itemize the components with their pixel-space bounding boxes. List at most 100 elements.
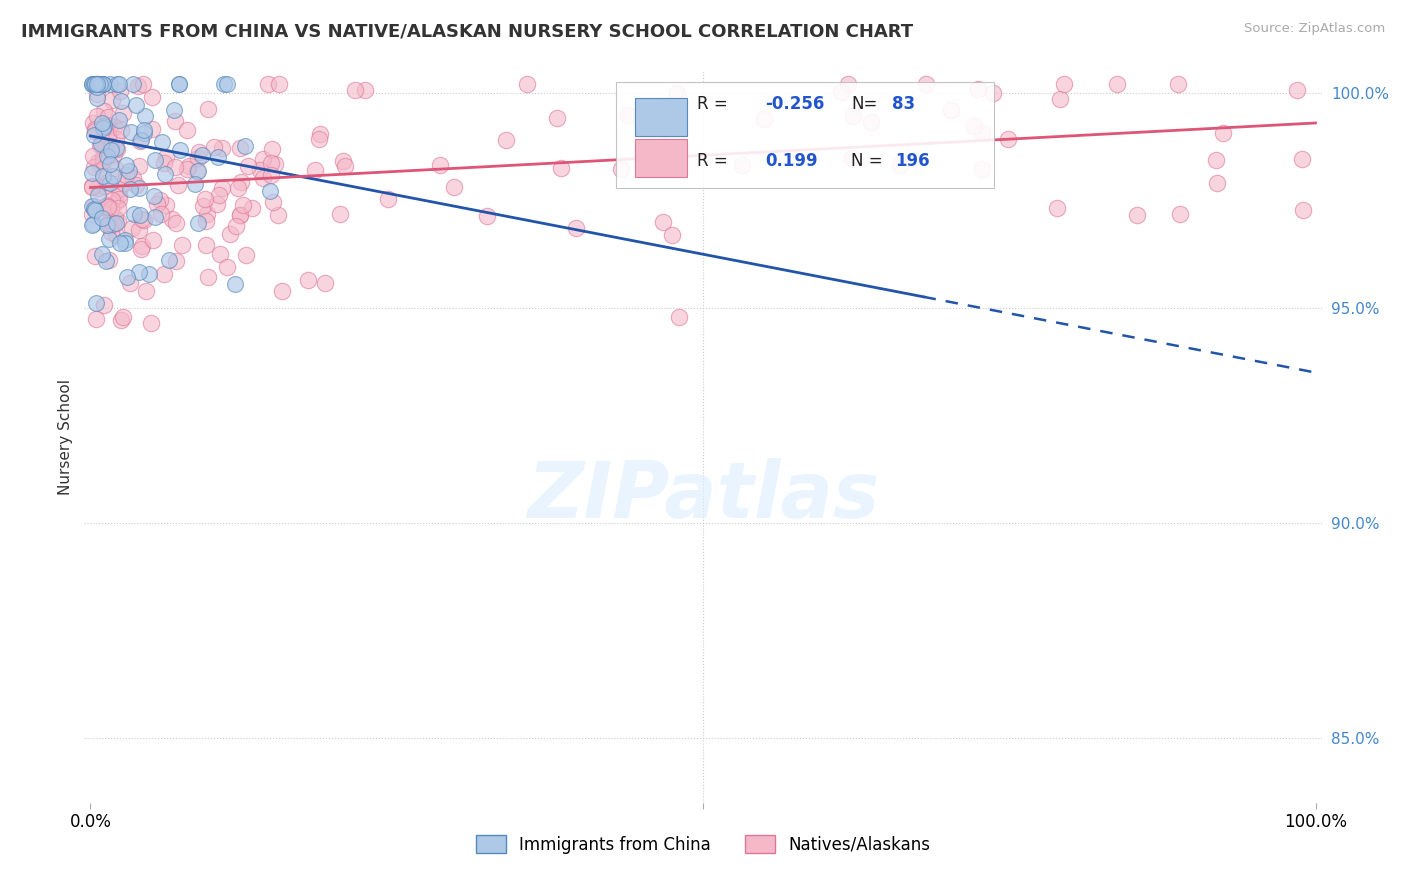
Point <box>260 142 283 156</box>
Point <box>115 158 138 172</box>
Point <box>212 77 235 91</box>
Point <box>983 86 1005 100</box>
Point <box>84 124 107 138</box>
Point <box>141 121 163 136</box>
Text: 83: 83 <box>893 95 915 113</box>
Point <box>80 180 103 194</box>
Point <box>93 119 115 133</box>
Point <box>86 87 108 101</box>
Point <box>94 179 117 194</box>
Point <box>80 199 103 213</box>
Point <box>110 94 132 108</box>
Point <box>207 197 229 211</box>
Point <box>1292 203 1315 218</box>
Point <box>429 158 451 172</box>
Point <box>98 157 121 171</box>
Point <box>970 126 993 140</box>
Point <box>98 176 121 190</box>
Text: -0.256: -0.256 <box>765 95 824 113</box>
Point <box>112 310 135 325</box>
Point <box>314 276 336 290</box>
Point <box>1168 206 1191 220</box>
Point <box>343 83 366 97</box>
Point <box>83 249 105 263</box>
Point <box>187 163 209 178</box>
Point <box>914 77 936 91</box>
Point <box>252 170 274 185</box>
Point <box>167 77 190 91</box>
Point <box>648 143 671 157</box>
Point <box>1105 77 1128 91</box>
Point <box>83 161 105 175</box>
Point <box>270 284 292 298</box>
Point <box>121 170 143 185</box>
Point <box>332 154 354 169</box>
Point <box>546 112 568 126</box>
Point <box>107 112 129 127</box>
Point <box>105 195 128 210</box>
Point <box>169 144 191 158</box>
Point <box>229 208 252 222</box>
Point <box>134 212 156 227</box>
Point <box>191 199 214 213</box>
Point <box>842 109 865 123</box>
Point <box>100 144 122 158</box>
Point <box>170 238 193 252</box>
Point <box>308 132 330 146</box>
Point <box>475 209 498 223</box>
Point <box>105 132 128 146</box>
Point <box>304 162 326 177</box>
Point <box>217 260 239 274</box>
Point <box>101 169 124 183</box>
Point <box>143 153 166 168</box>
Point <box>86 296 108 310</box>
Point <box>114 233 136 247</box>
Point <box>252 152 274 166</box>
Point <box>249 163 271 178</box>
Point <box>731 158 754 172</box>
Point <box>152 267 174 281</box>
Point <box>267 208 290 222</box>
Point <box>124 207 146 221</box>
Point <box>217 77 239 91</box>
Point <box>197 270 219 285</box>
Point <box>297 273 319 287</box>
Point <box>105 77 128 91</box>
Point <box>165 216 187 230</box>
Point <box>90 137 112 152</box>
Point <box>188 145 211 160</box>
Point <box>96 198 118 212</box>
Point <box>841 151 863 165</box>
Point <box>263 194 285 209</box>
Point <box>100 78 122 92</box>
Point <box>131 239 153 253</box>
Point <box>141 233 163 247</box>
Point <box>84 77 107 91</box>
Point <box>118 164 141 178</box>
Point <box>1205 153 1227 168</box>
Point <box>107 192 129 206</box>
Point <box>207 150 229 164</box>
Point <box>83 77 105 91</box>
FancyBboxPatch shape <box>636 98 688 136</box>
Point <box>127 79 149 94</box>
Point <box>654 122 676 136</box>
Point <box>194 192 217 206</box>
Point <box>141 90 163 104</box>
Point <box>82 149 104 163</box>
Point <box>89 137 111 152</box>
Point <box>97 175 120 189</box>
Text: 0.199: 0.199 <box>765 153 817 170</box>
Point <box>155 198 177 212</box>
Point <box>101 93 124 107</box>
Point <box>83 202 105 216</box>
Point <box>1286 83 1309 97</box>
Point <box>100 139 122 153</box>
Text: ZIPatlas: ZIPatlas <box>527 458 879 533</box>
Point <box>139 316 162 330</box>
Point <box>121 221 143 235</box>
Point <box>97 252 120 267</box>
Point <box>84 202 107 217</box>
Point <box>550 161 572 176</box>
Point <box>668 310 690 324</box>
